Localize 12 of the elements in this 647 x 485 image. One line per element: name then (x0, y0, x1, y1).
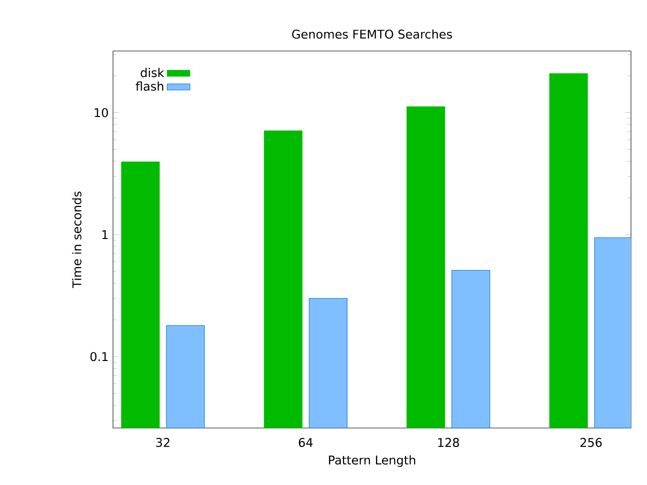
y-axis-title: Time in seconds (72, 192, 82, 288)
y-tick-label: 0.1 (90, 352, 108, 362)
legend-label: flash (136, 81, 164, 91)
chart-title: Genomes FEMTO Searches (292, 29, 452, 39)
y-tick-label: 10 (94, 108, 108, 118)
x-tick-label: 128 (438, 438, 459, 447)
legend-label: disk (140, 68, 164, 78)
x-axis-title: Pattern Length (328, 455, 416, 467)
x-tick-label: 256 (580, 438, 602, 447)
x-tick-label: 64 (298, 438, 313, 447)
y-tick-label: 1 (102, 230, 108, 239)
x-tick-label: 32 (156, 438, 170, 447)
